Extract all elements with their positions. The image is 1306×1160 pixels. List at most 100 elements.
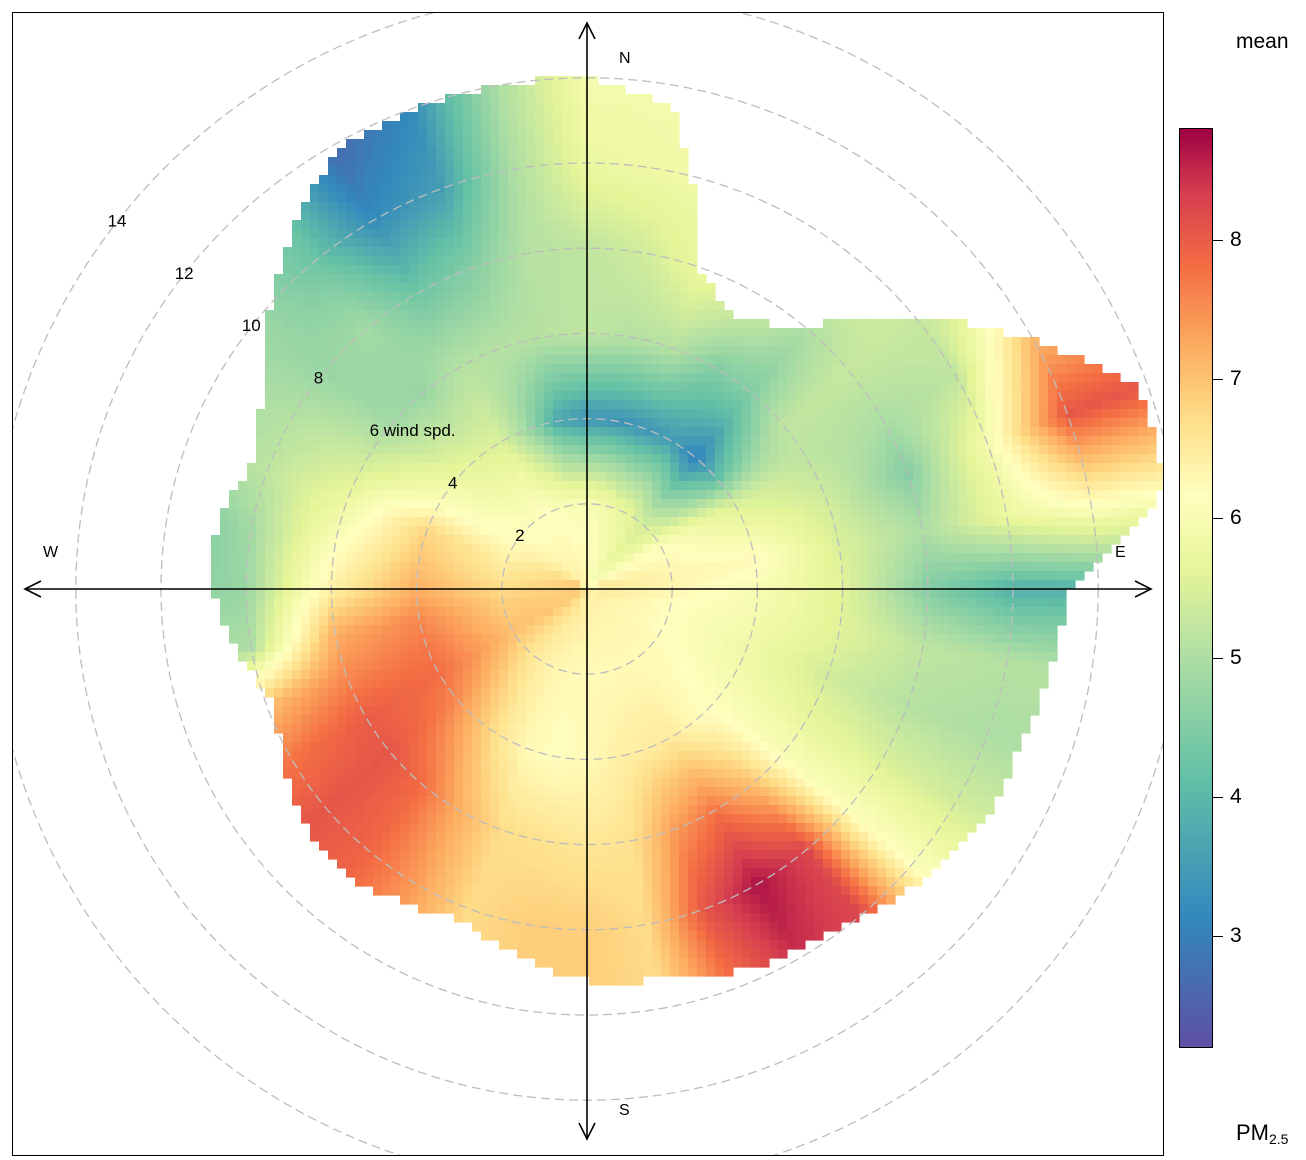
surface-cell (553, 607, 563, 617)
surface-cell (256, 490, 266, 500)
surface-cell (679, 427, 689, 437)
surface-cell (580, 220, 590, 230)
surface-cell (247, 607, 257, 617)
surface-cell (1003, 445, 1013, 455)
surface-cell (454, 481, 464, 491)
surface-cell (634, 220, 644, 230)
surface-cell (508, 148, 518, 158)
surface-cell (373, 418, 383, 428)
surface-cell (508, 445, 518, 455)
surface-cell (643, 283, 653, 293)
surface-cell (391, 220, 401, 230)
surface-cell (643, 454, 653, 464)
surface-cell (481, 94, 491, 104)
surface-cell (274, 679, 284, 689)
surface-cell (571, 220, 581, 230)
surface-cell (328, 607, 338, 617)
surface-cell (580, 211, 590, 221)
surface-cell (688, 283, 698, 293)
surface-cell (1030, 373, 1040, 383)
surface-cell (436, 328, 446, 338)
surface-cell (265, 310, 275, 320)
surface-cell (904, 670, 914, 680)
surface-cell (310, 634, 320, 644)
surface-cell (310, 535, 320, 545)
surface-cell (949, 364, 959, 374)
surface-cell (652, 499, 662, 509)
surface-cell (391, 364, 401, 374)
surface-cell (958, 580, 968, 590)
surface-cell (427, 580, 437, 590)
surface-cell (706, 427, 716, 437)
surface-cell (976, 400, 986, 410)
surface-cell (679, 652, 689, 662)
surface-cell (598, 94, 608, 104)
surface-cell (625, 229, 635, 239)
surface-cell (931, 634, 941, 644)
surface-cell (580, 580, 590, 590)
surface-cell (517, 670, 527, 680)
surface-cell (832, 571, 842, 581)
surface-cell (463, 193, 473, 203)
surface-cell (463, 337, 473, 347)
surface-cell (472, 175, 482, 185)
surface-cell (301, 607, 311, 617)
surface-cell (544, 517, 554, 527)
surface-cell (634, 607, 644, 617)
surface-cell (436, 670, 446, 680)
surface-cell (985, 679, 995, 689)
surface-cell (409, 490, 419, 500)
surface-cell (1111, 427, 1121, 437)
surface-cell (490, 418, 500, 428)
surface-cell (472, 112, 482, 122)
surface-cell (868, 436, 878, 446)
surface-cell (220, 607, 230, 617)
surface-cell (1147, 436, 1157, 446)
surface-cell (598, 571, 608, 581)
surface-cell (778, 544, 788, 554)
surface-cell (1093, 373, 1103, 383)
surface-cell (1003, 382, 1013, 392)
surface-cell (616, 553, 626, 563)
surface-cell (418, 625, 428, 635)
surface-cell (247, 562, 257, 572)
surface-cell (1003, 526, 1013, 536)
surface-cell (940, 373, 950, 383)
surface-cell (310, 238, 320, 248)
surface-cell (607, 85, 617, 95)
surface-cell (715, 544, 725, 554)
surface-cell (1012, 616, 1022, 626)
surface-cell (580, 409, 590, 419)
surface-cell (283, 400, 293, 410)
surface-cell (1012, 598, 1022, 608)
surface-cell (310, 202, 320, 212)
surface-cell (760, 445, 770, 455)
surface-cell (373, 481, 383, 491)
surface-cell (409, 598, 419, 608)
surface-cell (229, 589, 239, 599)
surface-cell (931, 589, 941, 599)
surface-cell (589, 643, 599, 653)
surface-cell (1039, 382, 1049, 392)
surface-cell (589, 526, 599, 536)
surface-cell (760, 472, 770, 482)
surface-cell (589, 580, 599, 590)
surface-cell (904, 661, 914, 671)
surface-cell (589, 283, 599, 293)
surface-cell (535, 580, 545, 590)
surface-cell (904, 409, 914, 419)
surface-cell (436, 616, 446, 626)
surface-cell (508, 391, 518, 401)
surface-cell (436, 148, 446, 158)
surface-cell (517, 499, 527, 509)
surface-cell (724, 382, 734, 392)
surface-cell (958, 346, 968, 356)
surface-cell (589, 139, 599, 149)
surface-cell (256, 634, 266, 644)
surface-cell (328, 202, 338, 212)
surface-cell (544, 229, 554, 239)
surface-cell (1111, 454, 1121, 464)
surface-cell (661, 643, 671, 653)
surface-cell (715, 436, 725, 446)
surface-cell (796, 652, 806, 662)
